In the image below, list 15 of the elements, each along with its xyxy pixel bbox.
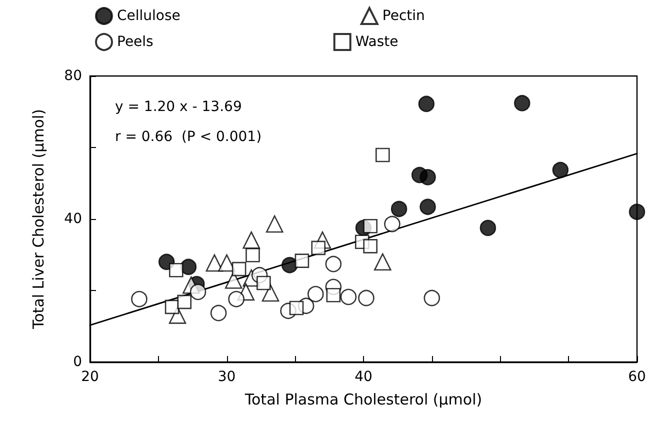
legend-label: Pectin (382, 8, 425, 24)
legend-label: Waste (355, 34, 398, 50)
y-axis-title: Total Liver Cholesterol (μmol) (30, 109, 48, 330)
legend-label: Cellulose (117, 8, 180, 24)
y-tick-label: 40 (64, 211, 82, 227)
annotation: r = 0.66 (P < 0.001) (115, 129, 262, 145)
y-tick-label: 0 (73, 354, 82, 370)
x-tick-label: 60 (628, 369, 646, 385)
annotation: y = 1.20 x - 13.69 (115, 99, 242, 115)
legend-label: Peels (117, 34, 154, 50)
y-tick-label: 80 (64, 68, 82, 84)
x-tick-label: 40 (354, 369, 372, 385)
x-tick-label: 30 (218, 369, 236, 385)
x-axis-title: Total Plasma Cholesterol (μmol) (244, 390, 482, 408)
x-tick-label: 20 (81, 369, 99, 385)
